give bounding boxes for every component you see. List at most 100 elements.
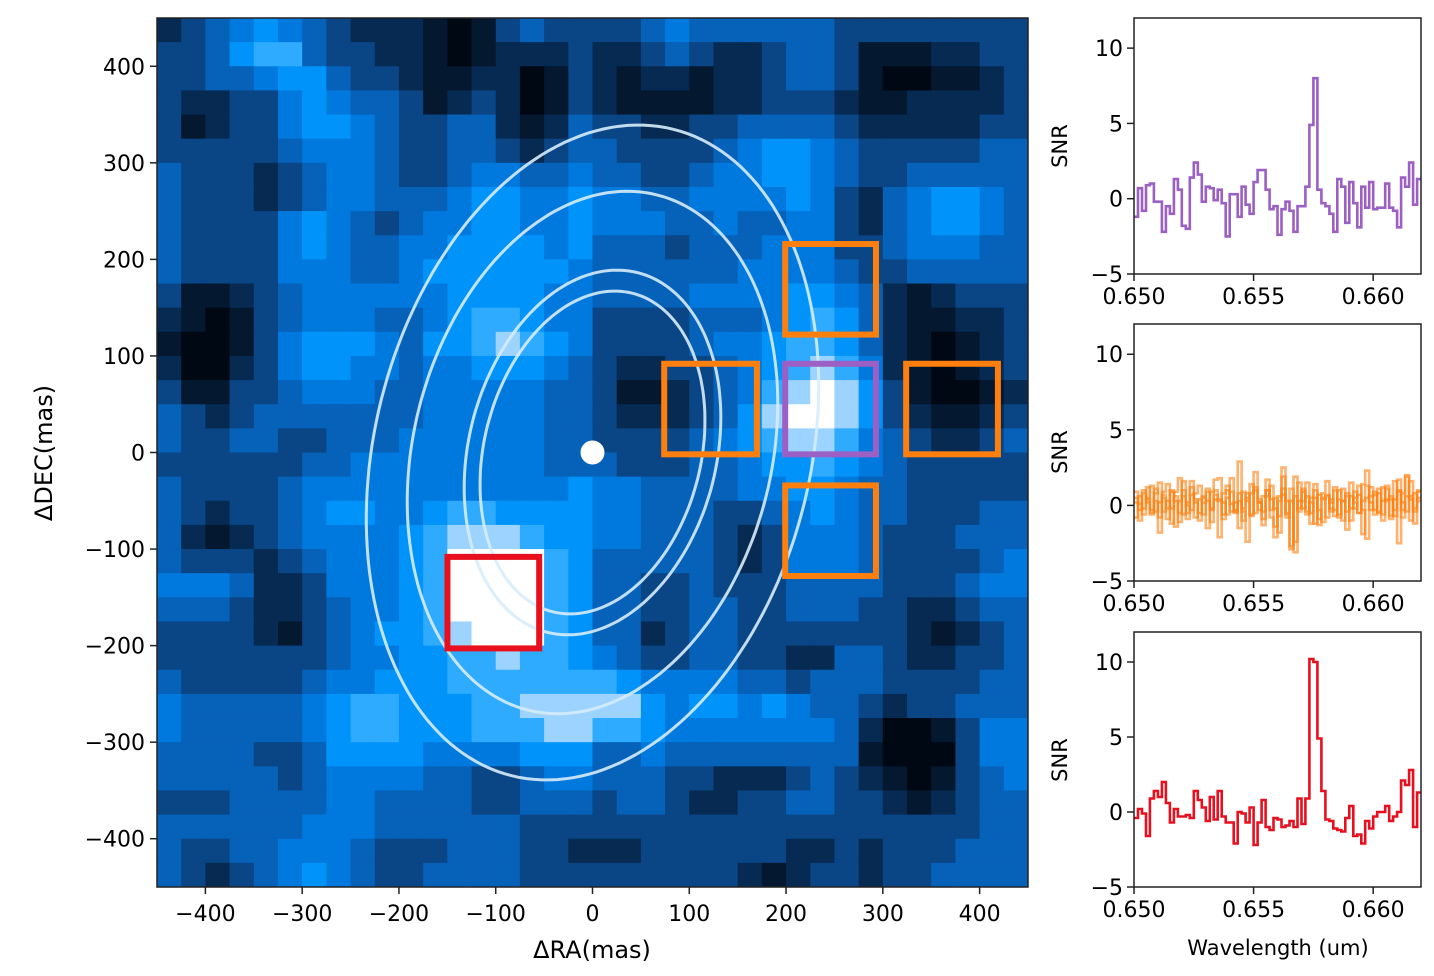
heatmap-cell (181, 500, 206, 526)
heatmap-cell (181, 380, 206, 405)
heatmap-cell (810, 766, 836, 792)
heatmap-cell (447, 838, 473, 864)
heatmap-cell (205, 307, 231, 333)
heatmap-cell (955, 90, 981, 116)
heatmap-cell (858, 259, 884, 285)
x-tick-label: −300 (272, 902, 332, 927)
heatmap-cell (761, 114, 787, 140)
heatmap-cell (157, 428, 182, 454)
spectrum-lines (1134, 657, 1421, 847)
heatmap-cell (253, 693, 279, 719)
heatmap-cell (471, 814, 497, 840)
heatmap-cell (471, 42, 497, 67)
heatmap-cell (253, 718, 279, 743)
heatmap-cell (568, 18, 594, 43)
heatmap-cell (689, 259, 715, 285)
heatmap-cell (882, 186, 908, 212)
heatmap-cell (568, 573, 594, 598)
heatmap-cell (568, 693, 594, 719)
heatmap-cell (253, 790, 279, 816)
heatmap-cell (544, 524, 569, 550)
heatmap-cell (713, 476, 739, 502)
heatmap-cell (374, 235, 400, 260)
heatmap-cell (907, 428, 932, 454)
heatmap-cell (398, 476, 424, 502)
heatmap-cell (544, 404, 569, 429)
spectrum-ticks: 0.650 0.655 0.660 −5 0 5 10 (1091, 651, 1405, 923)
x-tick-label: 0.650 (1103, 592, 1166, 617)
heatmap-cell (253, 766, 279, 792)
heatmap-cell (326, 838, 352, 864)
heatmap-cell (955, 814, 981, 840)
heatmap-cell (931, 235, 957, 260)
heatmap-cell (834, 355, 860, 381)
heatmap-cell (447, 573, 473, 598)
heatmap-cell (907, 766, 932, 792)
heatmap-cell (302, 742, 327, 767)
heatmap-cell (181, 476, 206, 502)
heatmap-cell (882, 283, 908, 309)
heatmap-cell (374, 814, 400, 840)
heatmap-cell (882, 838, 908, 864)
heatmap-cell (350, 814, 376, 840)
heatmap-cell (205, 476, 231, 502)
heatmap-cell (374, 211, 400, 236)
heatmap-cell (326, 790, 352, 816)
heatmap-cell (979, 235, 1005, 260)
heatmap-cell (761, 138, 787, 164)
heatmap-cell (761, 862, 787, 887)
heatmap-cell (616, 838, 642, 864)
heatmap-cell (495, 621, 521, 647)
heatmap-cell (955, 114, 981, 140)
heatmap-cell (834, 597, 860, 623)
heatmap-cell (229, 838, 255, 864)
heatmap-cell (253, 259, 279, 285)
heatmap-cell (423, 66, 448, 92)
heatmap-cell (810, 862, 836, 887)
heatmap-cell (665, 380, 690, 405)
heatmap-cell (568, 814, 594, 840)
heatmap-cell (229, 549, 255, 574)
heatmap-cell (544, 162, 569, 188)
heatmap-cell (810, 211, 836, 236)
heatmap-cell (253, 380, 279, 405)
heatmap-cell (326, 283, 352, 309)
heatmap-cell (302, 428, 327, 454)
heatmap-cell (157, 862, 182, 887)
heatmap-cell (398, 211, 424, 236)
heatmap-cell (302, 862, 327, 887)
heatmap-cell (350, 42, 376, 67)
heatmap-cell (253, 307, 279, 333)
heatmap-cell (737, 573, 763, 598)
heatmap-cell (713, 838, 739, 864)
heatmap-cell (834, 380, 860, 405)
heatmap-cell (737, 114, 763, 140)
heatmap-cell (157, 186, 182, 212)
heatmap-cell (471, 838, 497, 864)
y-tick-label: −5 (1091, 876, 1123, 901)
x-tick-label: 0.655 (1222, 898, 1285, 923)
heatmap-cell (350, 380, 376, 405)
heatmap-cell (277, 766, 303, 792)
heatmap-cell (616, 380, 642, 405)
heatmap-cell (858, 42, 884, 67)
heatmap-cell (1003, 138, 1028, 164)
y-tick-label: 10 (1095, 343, 1123, 368)
heatmap-cell (544, 452, 569, 478)
heatmap-cell (495, 90, 521, 116)
heatmap-cell (907, 838, 932, 864)
heatmap-cell (350, 862, 376, 887)
heatmap-cell (423, 862, 448, 887)
heatmap-cell (858, 114, 884, 140)
heatmap-cell (931, 645, 957, 671)
x-tick-label: 0.660 (1342, 592, 1405, 617)
heatmap-cell (931, 18, 957, 43)
heatmap-cell (931, 693, 957, 719)
heatmap-cell (858, 283, 884, 309)
heatmap-cell (447, 814, 473, 840)
heatmap-cell (1003, 186, 1028, 212)
heatmap-cell (471, 66, 497, 92)
heatmap-cell (955, 549, 981, 574)
heatmap-cell (447, 476, 473, 502)
heatmap-cell (229, 66, 255, 92)
